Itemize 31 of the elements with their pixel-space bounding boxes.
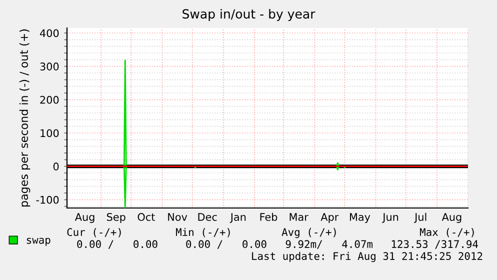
x-tick-label: Aug <box>74 213 94 223</box>
text: Avg (-/+) <box>282 228 336 238</box>
legend-label: swap <box>26 238 50 246</box>
text: Min (-/+) <box>176 228 230 238</box>
x-tick-label: May <box>350 213 370 223</box>
y-tick-label: -100 <box>36 196 59 204</box>
text: Last update: Fri Aug 31 21:45:25 2012 <box>252 252 482 262</box>
x-tick-label: Nov <box>168 213 188 221</box>
y-tick-label: 300 <box>40 62 59 70</box>
x-tick-label: Jul <box>414 212 426 223</box>
text: Cur (-/+) <box>67 228 121 238</box>
x-tick-label: Jan <box>230 213 246 223</box>
y-tick-label: 0 <box>53 162 59 170</box>
text: 0.00 / 0.00 <box>77 240 158 249</box>
x-tick-label: Dec <box>198 213 217 221</box>
text: 123.53 /317.94 <box>392 240 478 249</box>
x-tick-label: Apr <box>320 213 339 223</box>
y-tick-label: 200 <box>40 96 59 104</box>
text: 9.92m/ 4.07m <box>286 240 373 249</box>
y-tick-label: 100 <box>40 129 59 138</box>
x-tick-label: Mar <box>290 213 308 221</box>
text: Max (-/+) <box>420 228 474 238</box>
chart-title: Swap in/out - by year <box>182 8 316 22</box>
x-tick-label: Sep <box>106 213 126 223</box>
x-tick-label: Jun <box>382 213 398 223</box>
x-tick-label: Aug <box>442 213 462 223</box>
x-tick-label: Feb <box>260 212 278 221</box>
y-tick-label: 400 <box>40 29 59 38</box>
text: 0.00 / 0.00 <box>186 240 266 249</box>
x-tick-label: Oct <box>138 213 155 221</box>
y-axis-title: pages per second in (-) / out (+) <box>19 29 30 207</box>
